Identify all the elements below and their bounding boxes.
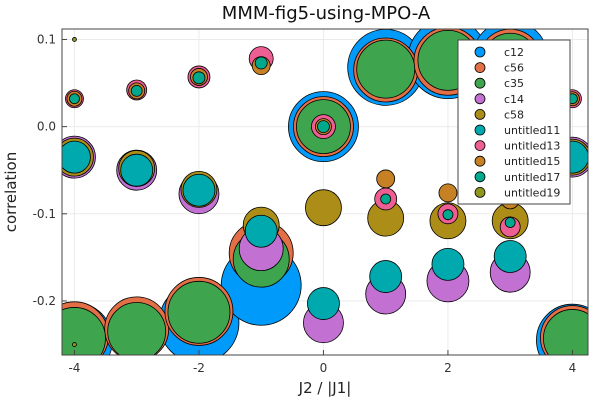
point-c35 — [356, 39, 416, 99]
legend-label: c12 — [504, 46, 524, 59]
y-axis-title: correlation — [2, 152, 20, 233]
point-untitled17 — [192, 71, 206, 85]
legend-marker — [474, 171, 486, 183]
legend-label: untitled15 — [504, 155, 560, 168]
point-untitled11 — [307, 287, 340, 320]
legend-marker — [474, 77, 486, 89]
legend-label: c35 — [504, 77, 524, 90]
point-c58 — [305, 189, 342, 227]
legend-label: c58 — [504, 108, 524, 121]
axis-ticks: -4 -2 0 2 4 -0.2 -0.1 0.0 0.1 — [33, 32, 577, 375]
legend-marker — [474, 109, 486, 120]
legend-marker — [474, 124, 486, 136]
point-untitled17 — [130, 84, 143, 97]
point-c35 — [107, 302, 167, 355]
y-tick-label: 0.1 — [37, 32, 56, 46]
x-axis-title: J2 / |J1| — [298, 379, 352, 397]
chart-title: MMM-fig5-using-MPO-A — [222, 3, 431, 24]
y-tick-label: 0.0 — [37, 120, 56, 134]
plot-frame — [61, 28, 589, 356]
y-tick-label: -0.2 — [33, 294, 56, 308]
point-untitled15 — [438, 183, 458, 203]
point-untitled17 — [380, 193, 392, 205]
legend-label: c56 — [504, 62, 524, 75]
x-tick-label: 0 — [320, 361, 328, 375]
legend-label: untitled17 — [504, 171, 560, 184]
legend-marker — [474, 46, 486, 58]
x-tick-label: 2 — [444, 361, 452, 375]
legend-marker — [474, 62, 486, 73]
legend-marker — [474, 140, 486, 152]
point-c35 — [543, 309, 588, 355]
x-tick-label: -4 — [68, 361, 80, 375]
point-untitled15 — [376, 169, 396, 189]
legend-marker — [474, 186, 486, 198]
legend: c12 c56 c35 c14 c58 untitled11 untitled13 untit… — [457, 39, 571, 205]
point-untitled17 — [442, 209, 454, 221]
x-tick-label: 4 — [569, 361, 577, 375]
point-untitled17 — [69, 93, 80, 105]
x-tick-label: -2 — [193, 361, 205, 375]
legend-label: untitled13 — [504, 140, 560, 153]
point-untitled17 — [254, 56, 268, 70]
legend-label: untitled11 — [504, 124, 560, 137]
y-tick-label: -0.1 — [33, 207, 56, 221]
point-untitled11 — [493, 240, 527, 273]
legend-label: c14 — [504, 93, 524, 106]
point-untitled19 — [72, 37, 77, 42]
point-untitled17 — [504, 217, 516, 228]
point-c35 — [167, 280, 231, 344]
point-untitled11 — [369, 260, 403, 293]
point-untitled11 — [120, 153, 154, 187]
legend-label: untitled19 — [504, 186, 560, 199]
scatter-points — [62, 29, 588, 355]
point-untitled11 — [244, 214, 278, 248]
legend-marker — [474, 93, 486, 105]
point-untitled19 — [72, 342, 77, 347]
point-untitled17 — [317, 120, 330, 134]
legend-marker — [474, 155, 486, 167]
point-untitled11 — [431, 247, 465, 281]
point-untitled11 — [62, 140, 91, 174]
point-untitled11 — [182, 173, 216, 207]
